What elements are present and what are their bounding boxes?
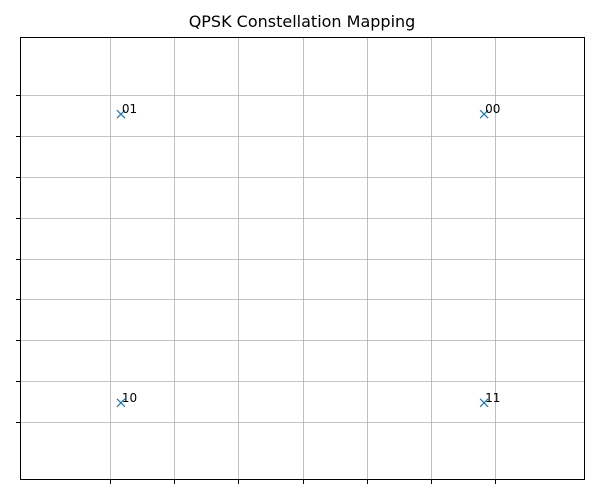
constellation-point-label: 00 [485, 102, 500, 116]
marker-layer [116, 109, 489, 408]
constellation-point-label: 10 [122, 391, 137, 405]
grid-layer [20, 37, 585, 480]
constellation-point-marker [479, 398, 489, 408]
axes-frame [20, 37, 585, 480]
constellation-point-marker [116, 398, 126, 408]
constellation-point-label: 11 [485, 391, 500, 405]
constellation-point-marker [479, 109, 489, 119]
chart-title: QPSK Constellation Mapping [188, 12, 416, 31]
constellation-point-marker [116, 109, 126, 119]
constellation-point-label: 01 [122, 102, 137, 116]
label-layer: 00 01 10 11 [122, 102, 500, 405]
tick-layer [16, 95, 496, 484]
